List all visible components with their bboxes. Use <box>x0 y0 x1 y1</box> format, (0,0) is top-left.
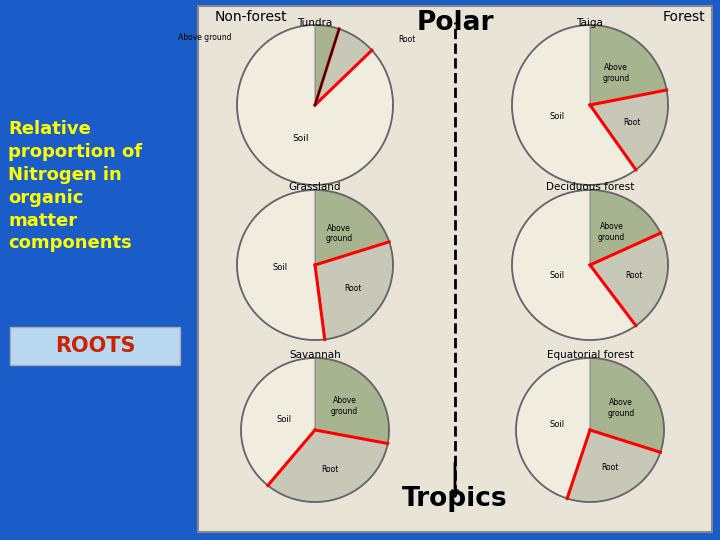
Polygon shape <box>268 430 387 502</box>
Text: Root: Root <box>625 271 642 280</box>
Polygon shape <box>590 233 668 326</box>
Polygon shape <box>315 29 372 105</box>
Text: Root: Root <box>321 465 338 474</box>
Text: Soil: Soil <box>549 271 564 280</box>
Polygon shape <box>590 90 668 170</box>
Text: Above
ground: Above ground <box>608 399 635 418</box>
Text: Polar: Polar <box>416 10 494 36</box>
Text: Soil: Soil <box>549 112 564 120</box>
Polygon shape <box>567 430 660 502</box>
Text: Non-forest: Non-forest <box>215 10 287 24</box>
Text: Equatorial forest: Equatorial forest <box>546 350 634 360</box>
Text: Tropics: Tropics <box>402 486 508 512</box>
Text: Soil: Soil <box>549 421 564 429</box>
Text: Above ground: Above ground <box>179 32 232 42</box>
Polygon shape <box>237 190 325 340</box>
Text: Soil: Soil <box>272 262 287 272</box>
Text: Root: Root <box>600 463 618 472</box>
Text: Root: Root <box>344 284 362 293</box>
Text: Grassland: Grassland <box>289 182 341 192</box>
Text: ROOTS: ROOTS <box>55 336 135 356</box>
Text: Above
ground: Above ground <box>602 63 629 83</box>
Polygon shape <box>315 25 339 105</box>
Text: Soil: Soil <box>276 415 291 423</box>
Text: Tundra: Tundra <box>297 18 333 28</box>
Polygon shape <box>516 358 590 498</box>
Polygon shape <box>315 358 389 443</box>
Polygon shape <box>590 358 664 452</box>
Polygon shape <box>237 25 393 185</box>
Text: Taiga: Taiga <box>577 18 603 28</box>
Text: Above
ground: Above ground <box>325 224 353 243</box>
Text: Above
ground: Above ground <box>331 396 359 416</box>
Text: Deciduous forest: Deciduous forest <box>546 182 634 192</box>
Polygon shape <box>512 190 636 340</box>
Text: Savannah: Savannah <box>289 350 341 360</box>
Text: Root: Root <box>398 35 415 44</box>
Polygon shape <box>241 358 315 485</box>
Text: Relative
proportion of
Nitrogen in
organic
matter
components: Relative proportion of Nitrogen in organ… <box>8 120 142 253</box>
Text: Root: Root <box>624 118 641 126</box>
Polygon shape <box>590 25 667 105</box>
Polygon shape <box>315 190 390 265</box>
Text: Above
ground: Above ground <box>598 222 626 242</box>
Polygon shape <box>315 242 393 340</box>
Bar <box>198 6 712 532</box>
Polygon shape <box>590 190 660 265</box>
Polygon shape <box>512 25 636 185</box>
Bar <box>10 327 180 365</box>
Text: Forest: Forest <box>662 10 705 24</box>
Text: Soil: Soil <box>293 133 310 143</box>
